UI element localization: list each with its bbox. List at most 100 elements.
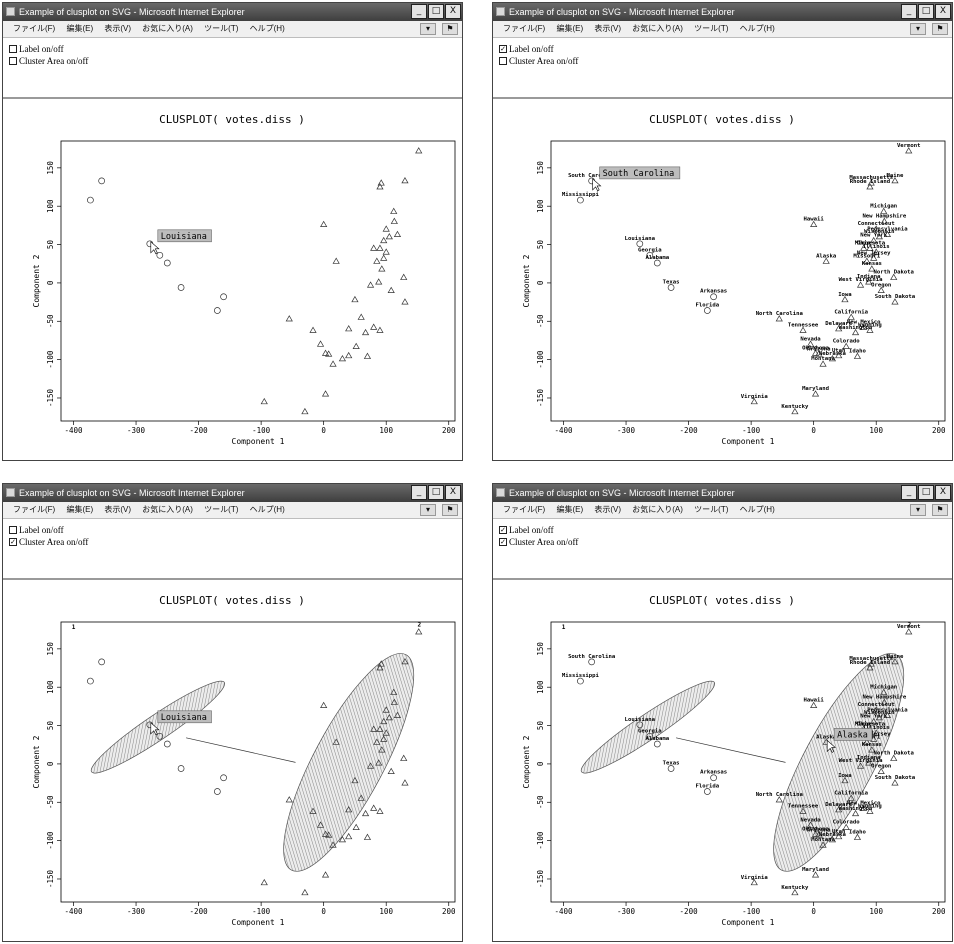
area-toggle-row[interactable]: Cluster Area on/off bbox=[9, 55, 88, 67]
title-bar[interactable]: Example of clusplot on SVG - Microsoft I… bbox=[3, 3, 462, 21]
menu-edit[interactable]: 編集(E) bbox=[66, 24, 94, 33]
label-toggle-checkbox[interactable]: ✓ bbox=[499, 45, 507, 53]
menu-help[interactable]: ヘルプ(H) bbox=[249, 24, 285, 33]
y-tick-label: -50 bbox=[536, 314, 545, 328]
area-toggle-checkbox[interactable] bbox=[9, 57, 17, 65]
menu-favorites[interactable]: お気に入り(A) bbox=[632, 505, 683, 514]
clusplot-svg: CLUSPLOT( votes.diss ) -400 -300 -200 -100 0 1… bbox=[32, 113, 456, 446]
point-label: South Carolina bbox=[568, 173, 616, 179]
data-point-triangle bbox=[791, 407, 799, 415]
data-point-triangle bbox=[811, 349, 820, 356]
area-toggle-row[interactable]: ✓ Cluster Area on/off bbox=[9, 536, 88, 548]
point-label: New York bbox=[860, 714, 888, 720]
label-toggle-row[interactable]: Label on/off bbox=[9, 43, 88, 55]
menu-bar: ファイル(F) 編集(E) 表示(V) お気に入り(A) ツール(T) ヘルプ(… bbox=[493, 21, 952, 38]
data-point-triangle bbox=[842, 342, 850, 349]
area-toggle-text: Cluster Area on/off bbox=[509, 537, 579, 547]
data-point-circle bbox=[588, 658, 596, 666]
menu-view[interactable]: 表示(V) bbox=[104, 505, 132, 514]
close-button[interactable]: X bbox=[445, 485, 461, 500]
x-tick-label: 200 bbox=[932, 907, 946, 916]
title-bar[interactable]: Example of clusplot on SVG - Microsoft I… bbox=[493, 3, 952, 21]
area-toggle-checkbox[interactable]: ✓ bbox=[9, 538, 17, 546]
menu-favorites[interactable]: お気に入り(A) bbox=[142, 24, 193, 33]
window-title: Example of clusplot on SVG - Microsoft I… bbox=[509, 7, 735, 17]
data-point-triangle bbox=[810, 220, 818, 227]
divider bbox=[493, 97, 952, 99]
data-point-triangle bbox=[799, 807, 807, 814]
toolbar-dropdown-icon[interactable]: ▾ bbox=[910, 504, 926, 516]
minimize-button[interactable]: _ bbox=[411, 485, 427, 500]
menu-favorites[interactable]: お気に入り(A) bbox=[142, 505, 193, 514]
data-point-triangle bbox=[875, 232, 883, 240]
menu-help[interactable]: ヘルプ(H) bbox=[249, 505, 285, 514]
data-point-triangle bbox=[366, 281, 375, 288]
area-toggle-checkbox[interactable]: ✓ bbox=[499, 538, 507, 546]
title-bar[interactable]: Example of clusplot on SVG - Microsoft I… bbox=[3, 484, 462, 502]
area-toggle-row[interactable]: ✓ Cluster Area on/off bbox=[499, 536, 578, 548]
menu-edit[interactable]: 編集(E) bbox=[66, 505, 94, 514]
data-point-triangle bbox=[401, 657, 409, 665]
menu-file[interactable]: ファイル(F) bbox=[503, 24, 546, 33]
data-point-circle bbox=[577, 196, 584, 204]
area-toggle-checkbox[interactable] bbox=[499, 57, 507, 65]
maximize-button[interactable]: □ bbox=[918, 4, 934, 19]
menu-edit[interactable]: 編集(E) bbox=[556, 505, 584, 514]
x-tick-label: 100 bbox=[379, 426, 393, 435]
minimize-button[interactable]: _ bbox=[411, 4, 427, 19]
close-button[interactable]: X bbox=[935, 485, 951, 500]
label-toggle-checkbox[interactable]: ✓ bbox=[499, 526, 507, 534]
data-point-triangle bbox=[373, 257, 381, 264]
menu-help[interactable]: ヘルプ(H) bbox=[739, 505, 775, 514]
label-toggle-row[interactable]: ✓ Label on/off bbox=[499, 524, 578, 536]
y-tick-label: 150 bbox=[536, 161, 545, 175]
x-tick-label: -100 bbox=[742, 426, 761, 435]
menu-view[interactable]: 表示(V) bbox=[594, 505, 622, 514]
point-label: Michigan bbox=[870, 204, 897, 210]
data-point-triangle bbox=[750, 878, 758, 886]
x-tick-label: 100 bbox=[379, 907, 393, 916]
data-point-triangle bbox=[366, 762, 375, 769]
menu-edit[interactable]: 編集(E) bbox=[556, 24, 584, 33]
label-toggle-row[interactable]: Label on/off bbox=[9, 524, 88, 536]
toolbar-dropdown-icon[interactable]: ▾ bbox=[420, 504, 436, 516]
x-tick-label: -300 bbox=[127, 426, 146, 435]
data-point-triangle bbox=[866, 244, 874, 251]
point-label: Mississippi bbox=[562, 673, 600, 679]
minimize-button[interactable]: _ bbox=[901, 4, 917, 19]
menu-file[interactable]: ファイル(F) bbox=[503, 505, 546, 514]
minimize-button[interactable]: _ bbox=[901, 485, 917, 500]
toolbar-dropdown-icon[interactable]: ▾ bbox=[420, 23, 436, 35]
point-label: Rhode Island bbox=[850, 179, 890, 185]
menu-file[interactable]: ファイル(F) bbox=[13, 24, 56, 33]
menu-tools[interactable]: ツール(T) bbox=[204, 505, 239, 514]
maximize-button[interactable]: □ bbox=[918, 485, 934, 500]
data-point-triangle bbox=[380, 717, 388, 725]
toolbar-dropdown-icon[interactable]: ▾ bbox=[910, 23, 926, 35]
x-tick-label: -200 bbox=[190, 426, 209, 435]
window-title: Example of clusplot on SVG - Microsoft I… bbox=[19, 488, 245, 498]
title-bar[interactable]: Example of clusplot on SVG - Microsoft I… bbox=[493, 484, 952, 502]
area-toggle-row[interactable]: Cluster Area on/off bbox=[499, 55, 578, 67]
menu-tools[interactable]: ツール(T) bbox=[694, 24, 729, 33]
close-button[interactable]: X bbox=[445, 4, 461, 19]
label-toggle-checkbox[interactable] bbox=[9, 45, 17, 53]
label-toggle-checkbox[interactable] bbox=[9, 526, 17, 534]
close-button[interactable]: X bbox=[935, 4, 951, 19]
browser-window-3: Example of clusplot on SVG - Microsoft I… bbox=[2, 483, 463, 942]
data-point-triangle bbox=[375, 278, 383, 285]
point-label: West Virginia bbox=[839, 758, 883, 764]
menu-tools[interactable]: ツール(T) bbox=[204, 24, 239, 33]
menu-favorites[interactable]: お気に入り(A) bbox=[632, 24, 683, 33]
point-label: Indiana bbox=[857, 274, 881, 280]
menu-view[interactable]: 表示(V) bbox=[104, 24, 132, 33]
maximize-button[interactable]: □ bbox=[428, 485, 444, 500]
label-toggle-row[interactable]: ✓ Label on/off bbox=[499, 43, 578, 55]
maximize-button[interactable]: □ bbox=[428, 4, 444, 19]
menu-tools[interactable]: ツール(T) bbox=[694, 505, 729, 514]
point-label: Nevada bbox=[800, 336, 821, 342]
data-point-triangle bbox=[316, 821, 325, 828]
menu-file[interactable]: ファイル(F) bbox=[13, 505, 56, 514]
menu-help[interactable]: ヘルプ(H) bbox=[739, 24, 775, 33]
menu-view[interactable]: 表示(V) bbox=[594, 24, 622, 33]
